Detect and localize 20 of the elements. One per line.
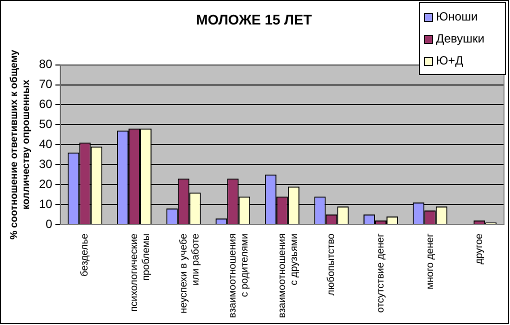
- legend-label: Юноши: [436, 9, 478, 24]
- x-tick-label: много денег: [424, 233, 436, 290]
- y-tick-label: 30: [38, 156, 53, 171]
- x-tick-label: любопытство: [326, 233, 338, 296]
- legend-label: Ю+Д: [436, 53, 464, 68]
- y-axis-title: % соотношение ответивших к общему колличеству опрошенных: [8, 49, 32, 240]
- x-tick-label: психологические проблемы: [129, 233, 152, 312]
- x-tick-label: безделье: [80, 233, 91, 277]
- y-tick-label: 40: [38, 136, 53, 151]
- y-tick-label: 80: [38, 57, 53, 72]
- x-tick-label: отсутствие денег: [376, 233, 387, 313]
- x-tick-label: другое: [474, 233, 486, 264]
- y-tick-label: 20: [38, 176, 53, 191]
- y-tick-label: 70: [38, 77, 53, 92]
- y-tick-label: 0: [46, 216, 53, 231]
- chart-title: МОЛОЖЕ 15 ЛЕТ: [196, 11, 312, 28]
- y-tick-label: 10: [38, 196, 53, 211]
- legend-label: Девушки: [436, 31, 484, 46]
- y-tick-label: 50: [38, 117, 53, 132]
- y-tick-label: 60: [38, 97, 53, 112]
